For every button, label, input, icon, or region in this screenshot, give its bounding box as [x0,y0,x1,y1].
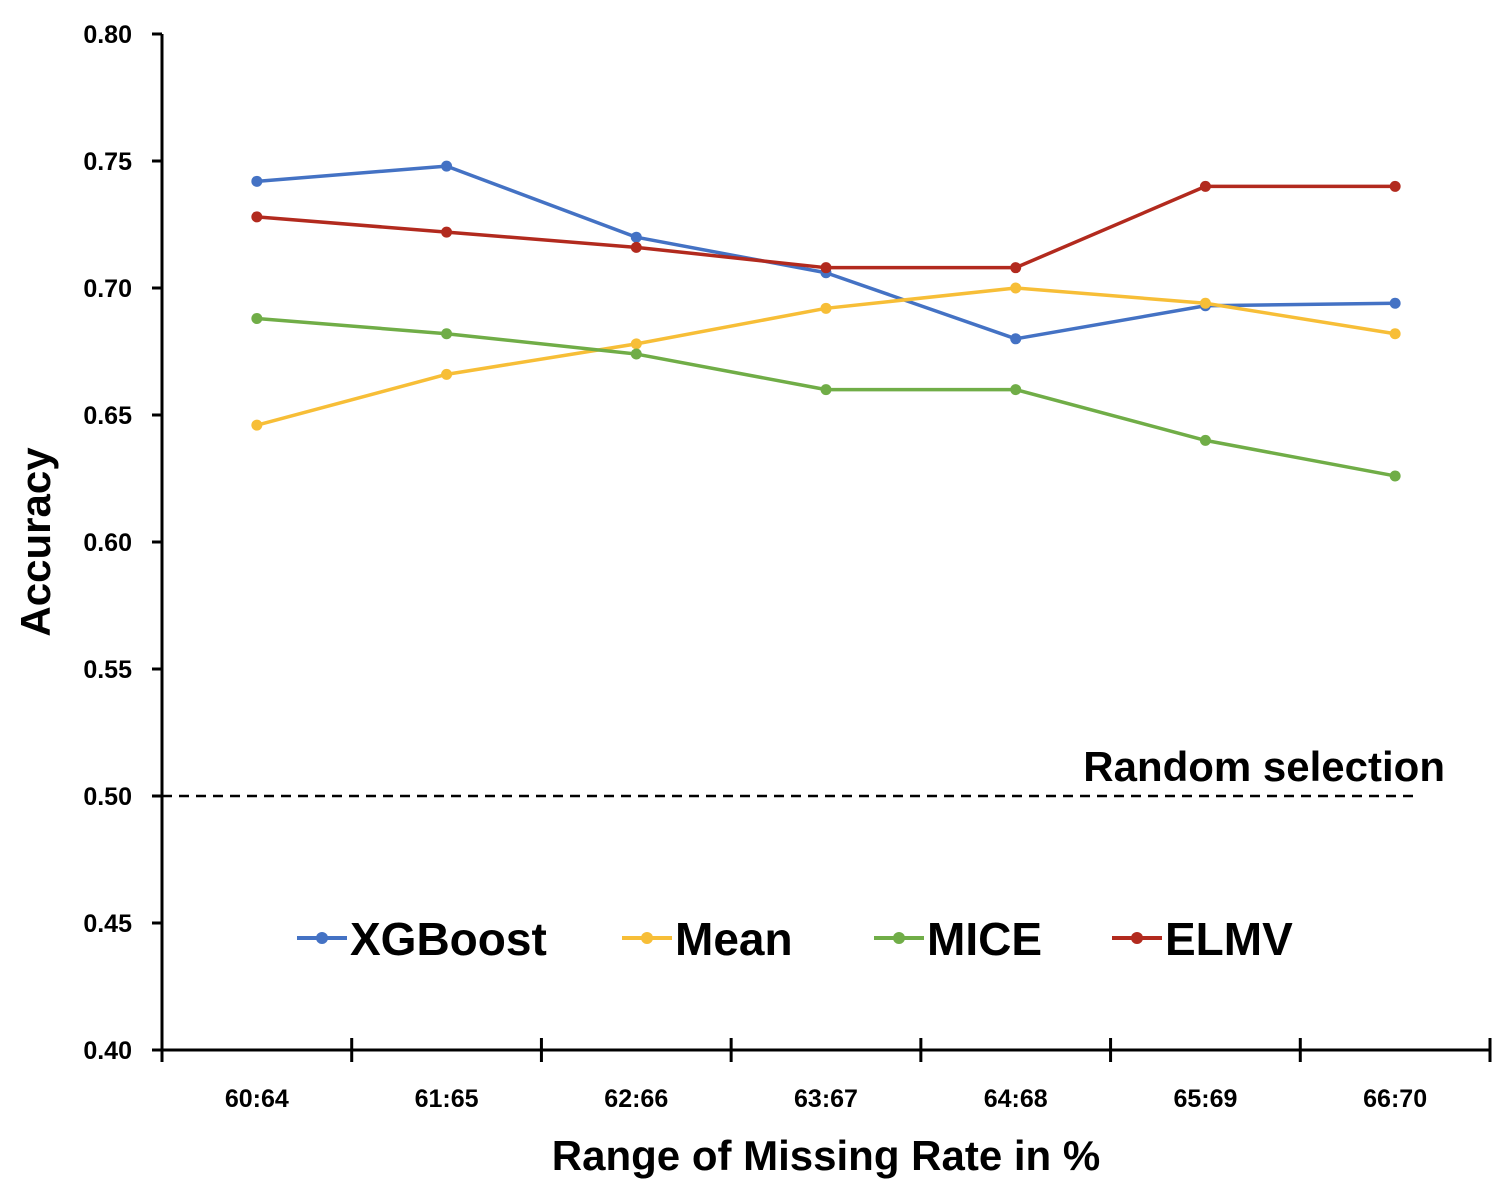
series-layer [251,160,1401,482]
data-point [630,231,642,243]
x-tick-label: 64:68 [984,1085,1048,1113]
data-point [1389,470,1401,482]
data-point [820,302,832,314]
legend-item-mean: Mean [622,913,793,965]
y-axis-title: Accuracy [12,447,59,637]
data-point [1010,282,1022,294]
data-point [1010,384,1022,396]
legend-label: ELMV [1165,913,1293,965]
series-line [256,184,1396,270]
data-point [251,175,263,187]
y-tick-label: 0.55 [83,656,132,684]
x-axis-title: Range of Missing Rate in % [552,1132,1100,1179]
data-point [441,368,453,380]
y-tick-label: 0.40 [83,1037,132,1065]
data-point [1389,297,1401,309]
data-point [820,384,832,396]
legend-swatch-marker [641,932,653,944]
x-tick-label: 63:67 [794,1085,858,1113]
data-point [251,211,263,223]
random-selection-label: Random selection [1083,743,1445,790]
x-tick-label: 65:69 [1173,1085,1237,1113]
data-point [251,312,263,324]
legend-swatch-marker [1131,932,1143,944]
data-point [630,348,642,360]
y-tick-label: 0.70 [83,275,132,303]
series-line [256,316,1396,478]
data-point [1199,180,1211,192]
legend-item-xgboost: XGBoost [297,913,547,965]
data-point [1010,262,1022,274]
axes-layer: 0.40 0.45 0.50 0.55 0.60 0.65 0.70 0.75 0.80 60:6… [83,21,1492,1113]
legend: XGBoost Mean MICE ELMV [297,913,1293,965]
x-tick-label: 60:64 [225,1085,289,1113]
data-point [441,226,453,238]
y-tick-label: 0.45 [83,910,132,938]
legend-item-mice: MICE [874,913,1042,965]
data-point [1010,333,1022,345]
series-elmv [251,180,1401,274]
y-tick-label: 0.75 [83,148,132,176]
data-point [1389,180,1401,192]
y-tick-label: 0.65 [83,402,132,430]
data-point [1389,328,1401,340]
data-point [820,262,832,274]
x-tick-label: 62:66 [604,1085,668,1113]
data-point [441,328,453,340]
y-tick-label: 0.80 [83,21,132,49]
data-point [441,160,453,172]
data-point [1199,297,1211,309]
legend-item-elmv: ELMV [1112,913,1293,965]
data-point [251,419,263,431]
data-point [1199,434,1211,446]
y-tick-label: 0.50 [83,783,132,811]
legend-label: Mean [675,913,793,965]
series-mean [251,282,1401,431]
y-tick-label: 0.60 [83,529,132,557]
data-point [630,338,642,350]
legend-swatch-marker [893,932,905,944]
legend-label: XGBoost [350,913,547,965]
legend-swatch-marker [316,932,328,944]
data-point [630,241,642,253]
series-mice [251,312,1401,482]
legend-label: MICE [927,913,1042,965]
x-tick-label: 66:70 [1363,1085,1427,1113]
x-tick-label: 61:65 [415,1085,479,1113]
